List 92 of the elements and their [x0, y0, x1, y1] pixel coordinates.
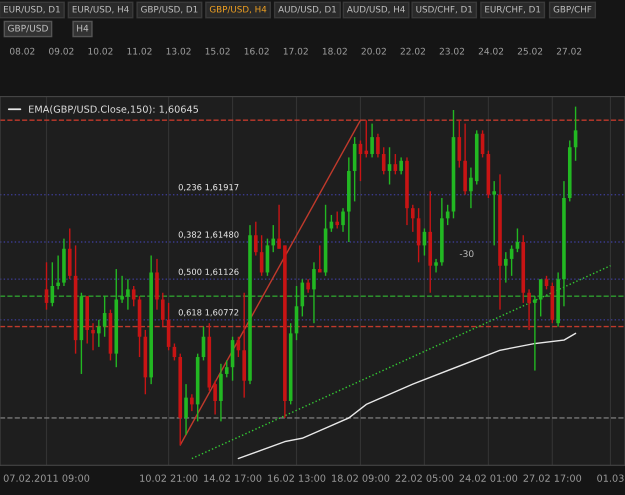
candlestick — [341, 207, 345, 233]
candlestick — [172, 342, 176, 362]
annotation: 0,236 1,61917 — [178, 184, 238, 192]
candlestick — [213, 380, 217, 416]
x-tick-label: 22.02 05:00 — [396, 474, 454, 482]
text: 13.02 — [166, 48, 191, 55]
text: GBP/USD, H4 — [210, 6, 266, 14]
candlestick — [102, 295, 106, 338]
candlestick — [91, 322, 95, 351]
candlestick — [271, 224, 276, 253]
candlestick — [312, 262, 316, 324]
text: EUR/USD, H4 — [72, 6, 129, 14]
candlestick — [544, 275, 548, 290]
candlestick — [260, 234, 264, 277]
candlestick — [300, 278, 304, 318]
text: 16.02 — [244, 48, 269, 55]
text: GBP/USD — [8, 24, 48, 32]
candlestick — [132, 285, 136, 307]
text: 18.02 — [322, 48, 347, 55]
text: GBP/CHF — [554, 6, 592, 14]
text: H4 — [77, 24, 88, 32]
candlestick — [184, 383, 188, 436]
candlestick — [97, 319, 101, 348]
candlestick — [236, 336, 240, 358]
candlestick — [160, 292, 165, 328]
candlestick — [254, 221, 258, 256]
text: 17.02 — [284, 48, 308, 55]
candlestick — [458, 120, 462, 168]
x-tick-label: 18.02 09:00 — [332, 474, 390, 482]
candlestick — [422, 228, 426, 256]
candlestick — [224, 360, 229, 378]
x-tick-label: 07.02.2011 09:00 — [4, 474, 90, 482]
candlestick — [394, 153, 398, 176]
candlestick — [399, 156, 403, 176]
candlestick — [370, 122, 374, 158]
x-tick-label: 24.02 01:00 — [460, 474, 518, 482]
candlestick — [376, 133, 380, 158]
text: 27.02 — [556, 48, 582, 55]
x-tick-label: 14.02 17:00 — [204, 474, 262, 482]
text: 25.02 — [518, 48, 542, 55]
candlestick — [480, 130, 484, 158]
candlestick — [510, 244, 514, 277]
candlestick — [335, 210, 340, 230]
candlestick — [277, 204, 281, 250]
text: GBP/USD, D1 — [141, 6, 198, 14]
text: 22.02 — [400, 48, 425, 55]
candlestick — [44, 262, 48, 310]
candlestick — [382, 146, 386, 176]
text: USD/CHF, D1 — [416, 6, 472, 14]
candlestick — [533, 295, 537, 372]
annotation: 0,382 1,61480 — [178, 231, 239, 239]
candlestick — [538, 278, 542, 318]
x-tick-label: 10.02 21:00 — [140, 474, 198, 482]
text: 10.02 — [88, 48, 112, 55]
candlestick — [516, 228, 520, 253]
candlestick — [388, 146, 392, 186]
candlestick — [504, 251, 508, 284]
text: AUD/USD, H4 — [346, 6, 405, 14]
candlestick — [306, 278, 310, 294]
annotation: -30 — [460, 250, 474, 258]
text: 11.02 — [128, 48, 152, 55]
candlestick — [190, 394, 194, 412]
x-tick-label: 01.03 — [597, 474, 624, 482]
candlestick — [469, 166, 473, 209]
text: AUD/USD, D1 — [278, 6, 336, 14]
annotation: 0,500 1,61126 — [178, 268, 239, 276]
text: 20.02 — [362, 48, 386, 55]
text: 24.02 — [478, 48, 504, 55]
candlestick — [527, 288, 531, 331]
candlestick — [202, 326, 206, 362]
x-tick-label: 27.02 17:00 — [524, 474, 582, 482]
x-tick-label: 16.02 13:00 — [268, 474, 326, 482]
candlestick — [50, 262, 54, 307]
candlestick — [410, 204, 415, 233]
candlestick — [56, 254, 60, 290]
legend-label: EMA(GBP/USD.Close,150): 1,60645 — [29, 105, 198, 114]
candlestick — [358, 140, 362, 182]
candlestick — [364, 120, 368, 158]
annotation: 0,618 1,60772 — [178, 309, 238, 316]
candlestick — [126, 278, 130, 310]
candlestick — [120, 275, 124, 304]
text: EUR/CHF, D1 — [485, 6, 540, 14]
candlestick — [446, 204, 450, 226]
text: EUR/USD, D1 — [4, 6, 60, 14]
candlestick — [574, 106, 578, 162]
text: 08.02 — [10, 48, 34, 55]
text: 09.02 — [49, 48, 74, 55]
candlestick — [318, 244, 322, 274]
candlestick — [434, 258, 438, 274]
candlestick — [330, 214, 334, 233]
text: 23.02 — [440, 48, 464, 55]
text: 15.02 — [206, 48, 230, 55]
